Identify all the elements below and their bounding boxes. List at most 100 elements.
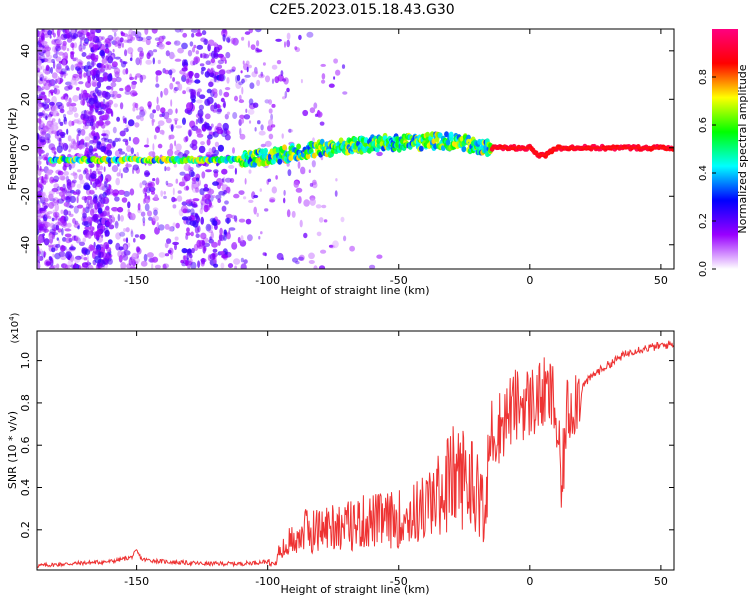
noise-blob: [224, 200, 229, 205]
noise-blob: [70, 42, 75, 48]
noise-blob: [136, 115, 141, 120]
noise-blob: [197, 260, 201, 269]
noise-blob: [112, 93, 117, 100]
noise-blob: [183, 255, 187, 262]
noise-blob: [78, 144, 86, 149]
noise-blob: [80, 254, 84, 260]
noise-blob: [207, 39, 215, 47]
noise-blob: [316, 111, 323, 118]
noise-blob: [127, 201, 131, 209]
noise-blob: [342, 91, 348, 95]
noise-blob: [177, 47, 185, 54]
noise-blob: [123, 244, 127, 251]
noise-blob: [174, 150, 182, 156]
y-tick-label: 0: [19, 144, 32, 151]
x-tick-label: 50: [654, 575, 668, 588]
noise-blob: [320, 63, 327, 67]
y-tick-label: 0.4: [19, 479, 32, 497]
noise-blob: [212, 194, 216, 199]
noise-blob: [84, 37, 89, 45]
noise-blob: [165, 180, 169, 186]
noise-blob: [93, 231, 100, 240]
noise-blob: [203, 38, 209, 45]
noise-blob: [53, 175, 60, 182]
noise-blob: [59, 108, 65, 114]
noise-blob: [56, 145, 63, 154]
noise-blob: [132, 137, 140, 145]
noise-blob: [275, 38, 282, 42]
noise-blob: [232, 242, 237, 245]
noise-blob: [111, 165, 119, 173]
noise-blob: [47, 30, 53, 36]
colorbar: 0.0 0.2 0.4 0.6 0.8 Normalized spectral ampl…: [698, 29, 749, 277]
noise-blob: [235, 81, 242, 89]
noise-blob: [68, 97, 72, 105]
noise-blob: [134, 122, 140, 128]
noise-blob: [312, 179, 317, 185]
noise-blob: [101, 58, 108, 64]
noise-blob: [66, 128, 69, 135]
noise-blob: [56, 199, 59, 205]
noise-blob: [211, 146, 217, 153]
noise-blob: [125, 163, 132, 168]
noise-blob: [260, 71, 264, 77]
spectrogram-xlabel: Height of straight line (km): [280, 284, 429, 297]
noise-blob: [175, 143, 182, 152]
noise-blob: [69, 236, 72, 242]
noise-blob: [94, 178, 101, 185]
noise-blob: [107, 42, 111, 47]
noise-blob: [318, 217, 324, 223]
noise-blob: [158, 252, 166, 258]
noise-blob: [176, 195, 183, 202]
noise-blob: [238, 218, 246, 223]
noise-blob: [86, 32, 90, 39]
x-tick-label: -150: [124, 575, 149, 588]
noise-blob: [114, 41, 119, 47]
noise-blob: [232, 112, 238, 119]
noise-blob: [82, 43, 86, 50]
noise-blob: [222, 29, 226, 34]
noise-blob: [114, 137, 119, 143]
noise-blob: [201, 257, 206, 265]
noise-blob: [122, 68, 127, 75]
noise-blob: [158, 35, 165, 43]
noise-blob: [49, 34, 52, 39]
noise-blob: [341, 64, 346, 69]
noise-blob: [106, 85, 112, 90]
noise-blob: [210, 68, 214, 75]
noise-blob: [202, 245, 206, 254]
colorbar-tick-label: 0.4: [698, 165, 709, 181]
noise-blob: [206, 125, 213, 131]
noise-blob: [37, 184, 43, 189]
noise-blob: [201, 52, 207, 59]
noise-blob: [199, 94, 206, 99]
noise-blob: [146, 137, 149, 145]
noise-blob: [156, 96, 159, 105]
noise-blob: [37, 37, 43, 44]
noise-blob: [78, 71, 83, 79]
noise-blob: [197, 88, 202, 93]
noise-blob: [173, 118, 179, 122]
noise-blob: [220, 97, 225, 103]
noise-blob: [39, 207, 47, 212]
noise-blob: [104, 47, 110, 54]
noise-blob: [109, 94, 115, 98]
noise-blob: [51, 233, 56, 240]
noise-blob: [116, 93, 122, 99]
noise-blob: [204, 98, 210, 107]
noise-blob: [76, 128, 82, 133]
noise-blob: [49, 89, 55, 94]
noise-blob: [107, 55, 114, 64]
noise-blob: [37, 67, 40, 73]
noise-blob: [157, 143, 163, 149]
noise-blob: [133, 238, 136, 243]
noise-blob: [67, 264, 71, 269]
noise-blob: [65, 81, 72, 86]
noise-blob: [40, 144, 45, 148]
noise-blob: [108, 224, 115, 230]
noise-blob: [219, 68, 226, 75]
noise-blob: [333, 58, 338, 64]
noise-blob: [48, 114, 53, 118]
noise-blob: [186, 252, 189, 261]
noise-blob: [86, 195, 93, 201]
